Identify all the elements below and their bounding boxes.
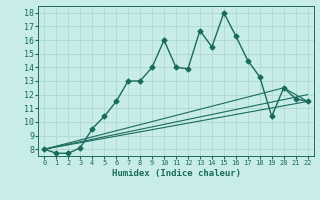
X-axis label: Humidex (Indice chaleur): Humidex (Indice chaleur) [111, 169, 241, 178]
